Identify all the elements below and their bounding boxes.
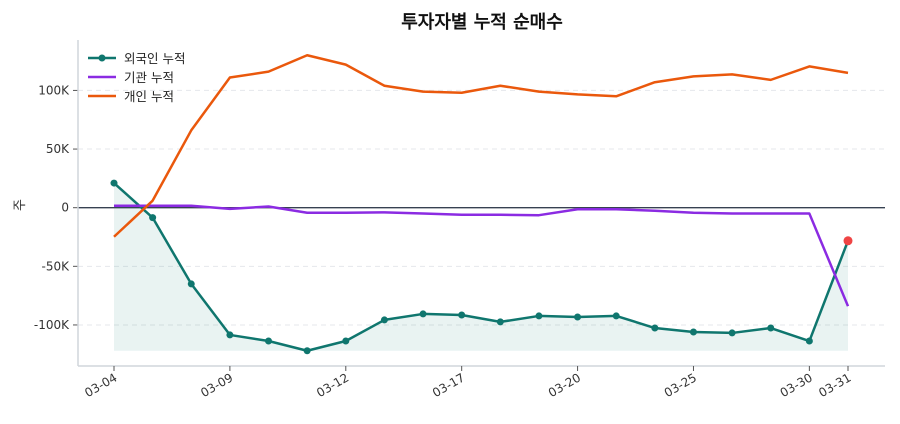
legend-label: 외국인 누적 [124,51,185,66]
y-tick-label: 50K [46,142,70,156]
x-tick-label: 03-31 [816,370,853,400]
x-tick-label: 03-04 [82,370,119,400]
y-tick-label: 100K [38,83,70,97]
data-point [612,312,620,320]
chart-title: 투자자별 누적 순매수 [401,12,563,33]
y-tick-label: -100K [34,318,70,332]
data-point [767,324,775,332]
data-point [689,328,697,336]
legend-label: 기관 누적 [124,70,174,85]
x-tick-label: 03-09 [198,370,235,400]
x-tick-label: 03-30 [778,370,815,400]
series-line [113,53,849,238]
x-tick-label: 03-12 [314,370,351,400]
y-tick-label: -50K [42,259,71,273]
data-point [419,310,427,318]
x-tick-label: 03-20 [546,370,583,400]
data-point [149,214,157,222]
y-tick-label: 0 [61,201,69,215]
data-point [110,179,118,187]
series-line [113,182,850,353]
data-point [187,280,195,288]
data-point [535,312,543,320]
data-point [342,337,350,345]
data-point [805,337,813,345]
data-point [728,329,736,337]
data-point [226,331,234,339]
last-point-marker [843,236,853,246]
data-point [651,324,659,332]
x-tick-label: 03-17 [430,370,467,400]
series-line [114,204,850,307]
legend-label: 개인 누적 [124,89,174,104]
series-fill [114,183,848,351]
x-tick-label: 03-25 [662,370,699,400]
y-axis-label: 주 [13,199,28,211]
legend-marker [98,54,106,62]
data-point [265,337,273,345]
data-point [496,318,504,326]
data-point [380,316,388,324]
data-point [303,347,311,355]
data-point [574,313,582,321]
data-point [458,311,466,319]
